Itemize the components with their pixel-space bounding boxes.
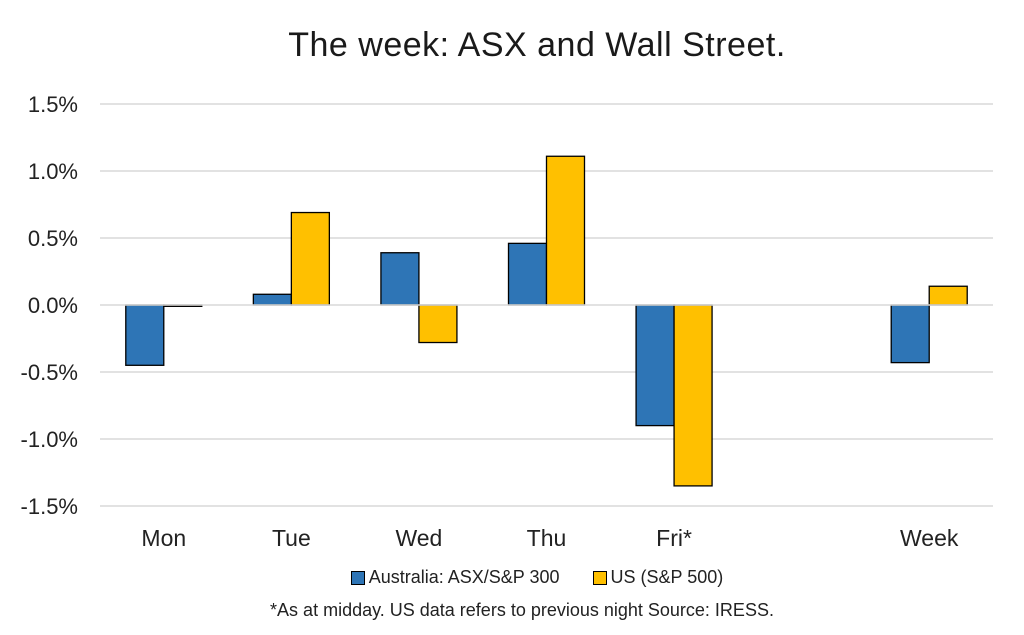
x-tick-label: Thu bbox=[527, 525, 567, 551]
y-tick-label: 0.0% bbox=[28, 293, 78, 318]
bars bbox=[125, 155, 968, 487]
bar-us bbox=[673, 304, 713, 487]
y-tick-label: -0.5% bbox=[21, 360, 78, 385]
bar-us bbox=[418, 304, 458, 344]
bar-australia bbox=[125, 304, 165, 366]
bar-australia bbox=[380, 252, 420, 306]
bar-australia bbox=[635, 304, 675, 427]
bar-australia bbox=[507, 242, 548, 306]
legend-item-australia: Australia: ASX/S&P 300 bbox=[350, 567, 560, 588]
bar-chart: 1.5% 1.0% 0.5% 0.0% -0.5% -1.0% -1.5% Mon Tue We… bbox=[21, 92, 993, 551]
y-tick-label: 1.5% bbox=[28, 92, 78, 117]
legend-label-us: US (S&P 500) bbox=[610, 567, 724, 587]
x-tick-label: Tue bbox=[272, 525, 311, 551]
x-tick-label: Wed bbox=[395, 525, 442, 551]
legend-label-australia: Australia: ASX/S&P 300 bbox=[368, 567, 560, 587]
y-axis-ticks: 1.5% 1.0% 0.5% 0.0% -0.5% -1.0% -1.5% bbox=[21, 92, 78, 519]
y-tick-label: 0.5% bbox=[28, 226, 78, 251]
bar-us bbox=[545, 155, 586, 306]
y-tick-label: -1.5% bbox=[21, 494, 78, 519]
x-tick-label: Week bbox=[900, 525, 959, 551]
y-tick-label: 1.0% bbox=[28, 159, 78, 184]
legend-swatch-australia bbox=[350, 570, 365, 585]
legend-swatch-us bbox=[592, 570, 607, 585]
bar-australia bbox=[252, 293, 293, 306]
bar-australia bbox=[890, 304, 930, 364]
legend-item-us: US (S&P 500) bbox=[592, 567, 724, 588]
bar-us bbox=[290, 211, 331, 306]
legend: Australia: ASX/S&P 300 US (S&P 500) bbox=[0, 567, 1024, 590]
x-tick-label: Mon bbox=[141, 525, 186, 551]
footnote: *As at midday. US data refers to previou… bbox=[270, 600, 774, 620]
chart-title: The week: ASX and Wall Street. bbox=[288, 26, 786, 64]
y-tick-label: -1.0% bbox=[21, 427, 78, 452]
x-tick-label: Fri* bbox=[656, 525, 692, 551]
x-axis-ticks: Mon Tue Wed Thu Fri* Week bbox=[141, 525, 958, 551]
bar-us bbox=[928, 285, 968, 306]
